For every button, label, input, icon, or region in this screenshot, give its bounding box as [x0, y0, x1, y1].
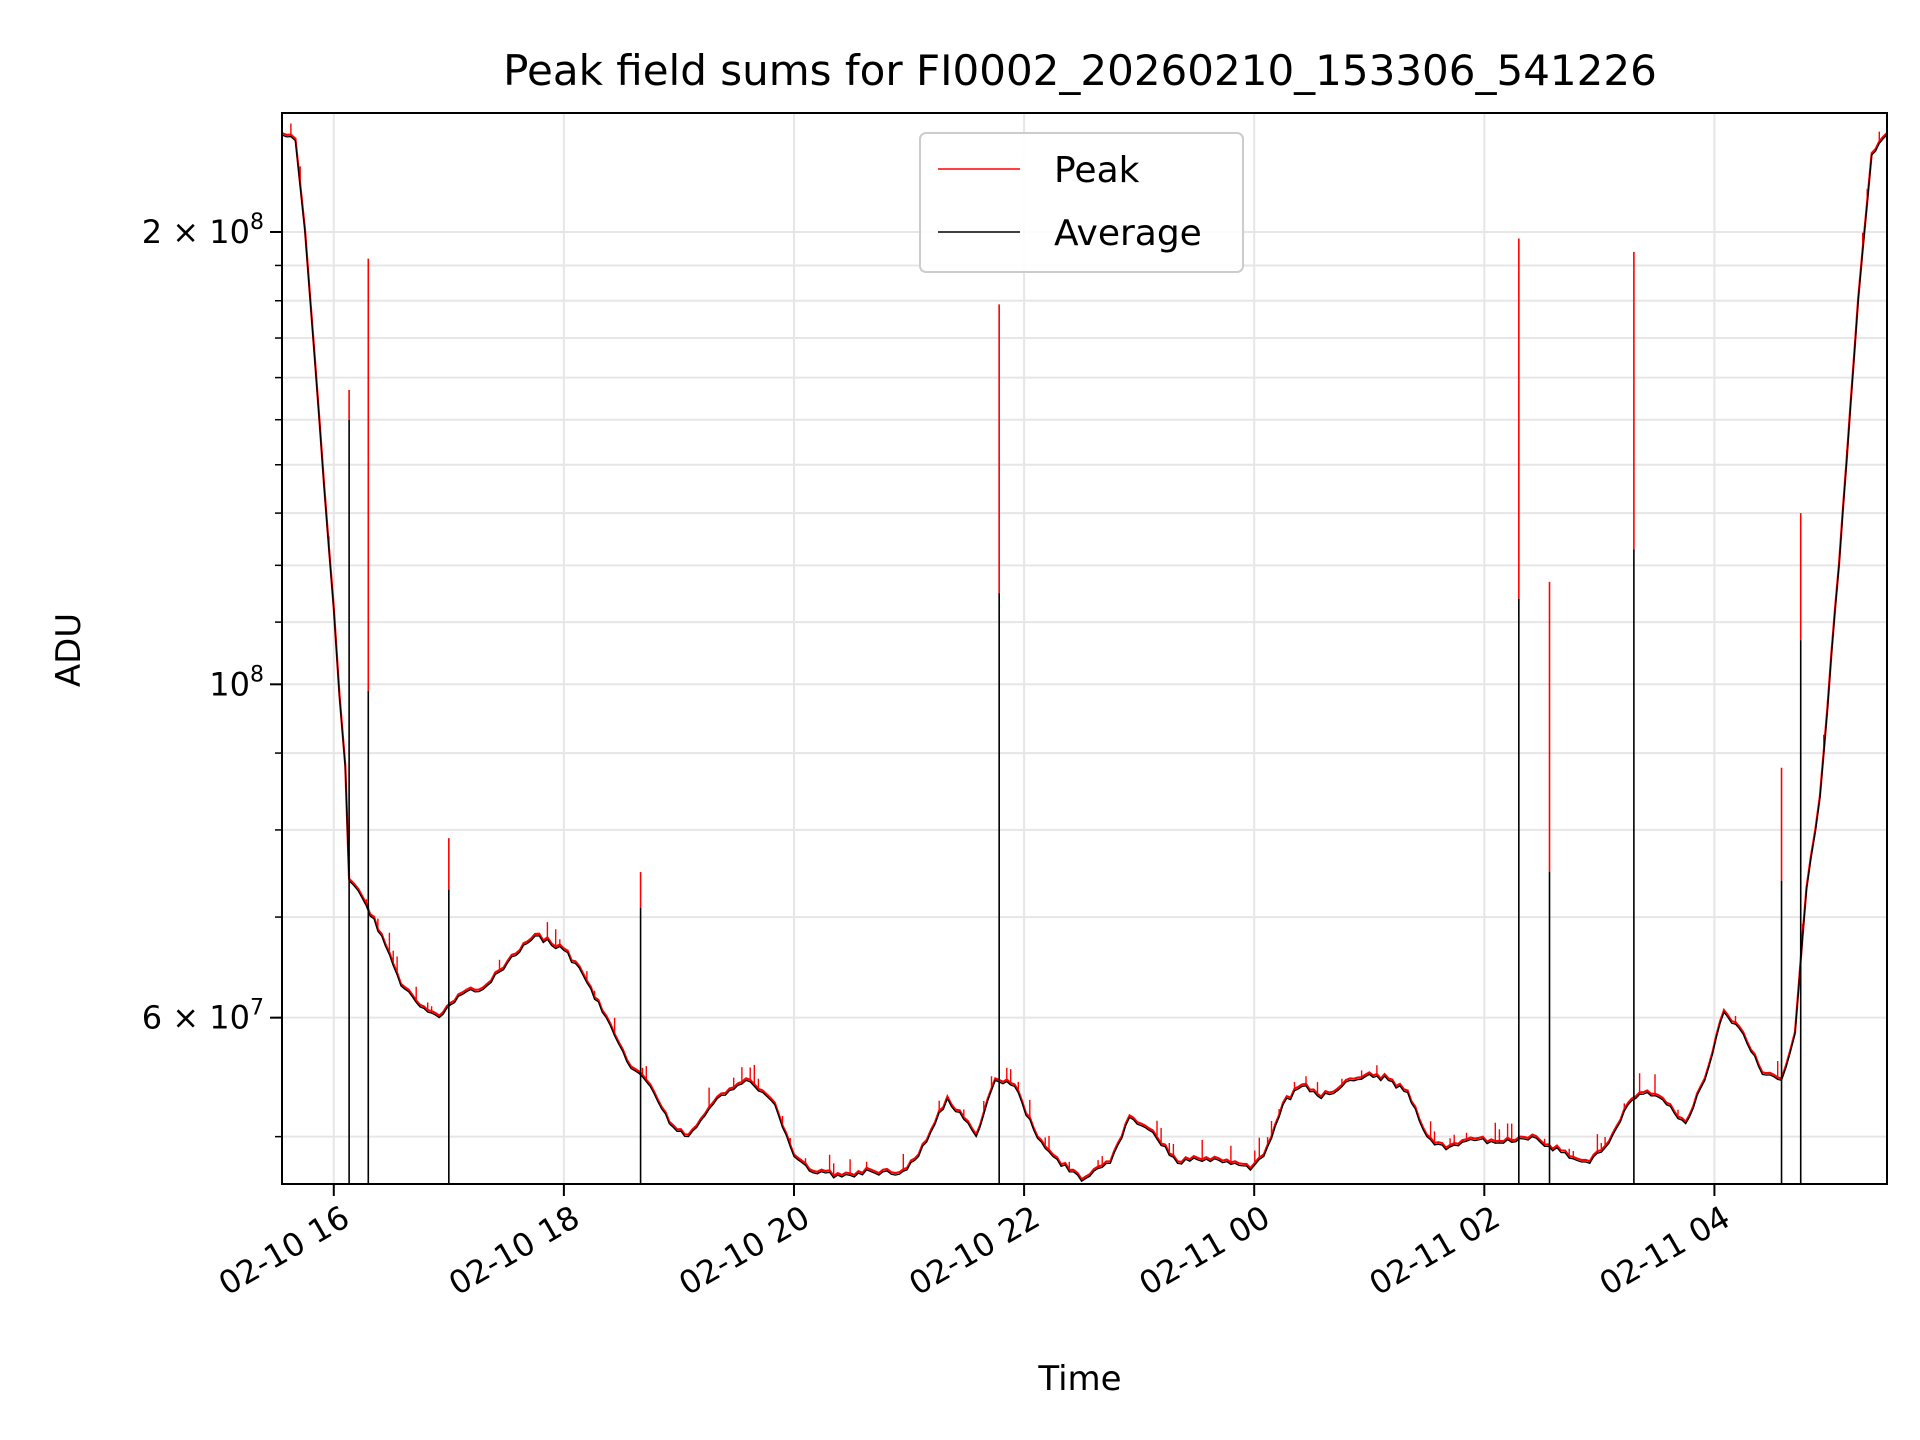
peak-line	[282, 132, 1887, 1181]
chart-title: Peak field sums for FI0002_20260210_1533…	[503, 46, 1657, 95]
plot-lines	[282, 123, 1887, 1184]
x-axis-label: Time	[1037, 1359, 1121, 1399]
legend-peak-label: Peak	[1054, 150, 1140, 191]
y-axis-label: ADU	[49, 613, 89, 687]
legend-average-label: Average	[1054, 213, 1202, 254]
legend-box	[919, 132, 1244, 273]
y-axis-ticks: 108 2 × 108 6 × 107	[142, 210, 282, 1138]
plot-frame	[281, 112, 1888, 1185]
average-line	[282, 134, 1887, 1183]
y-tick-label: 2 × 108	[142, 210, 264, 251]
peak-noise	[290, 123, 1880, 1178]
legend: Peak Average	[919, 132, 1244, 273]
y-tick-label: 108	[209, 662, 264, 703]
y-tick-label: 6 × 107	[142, 996, 264, 1037]
